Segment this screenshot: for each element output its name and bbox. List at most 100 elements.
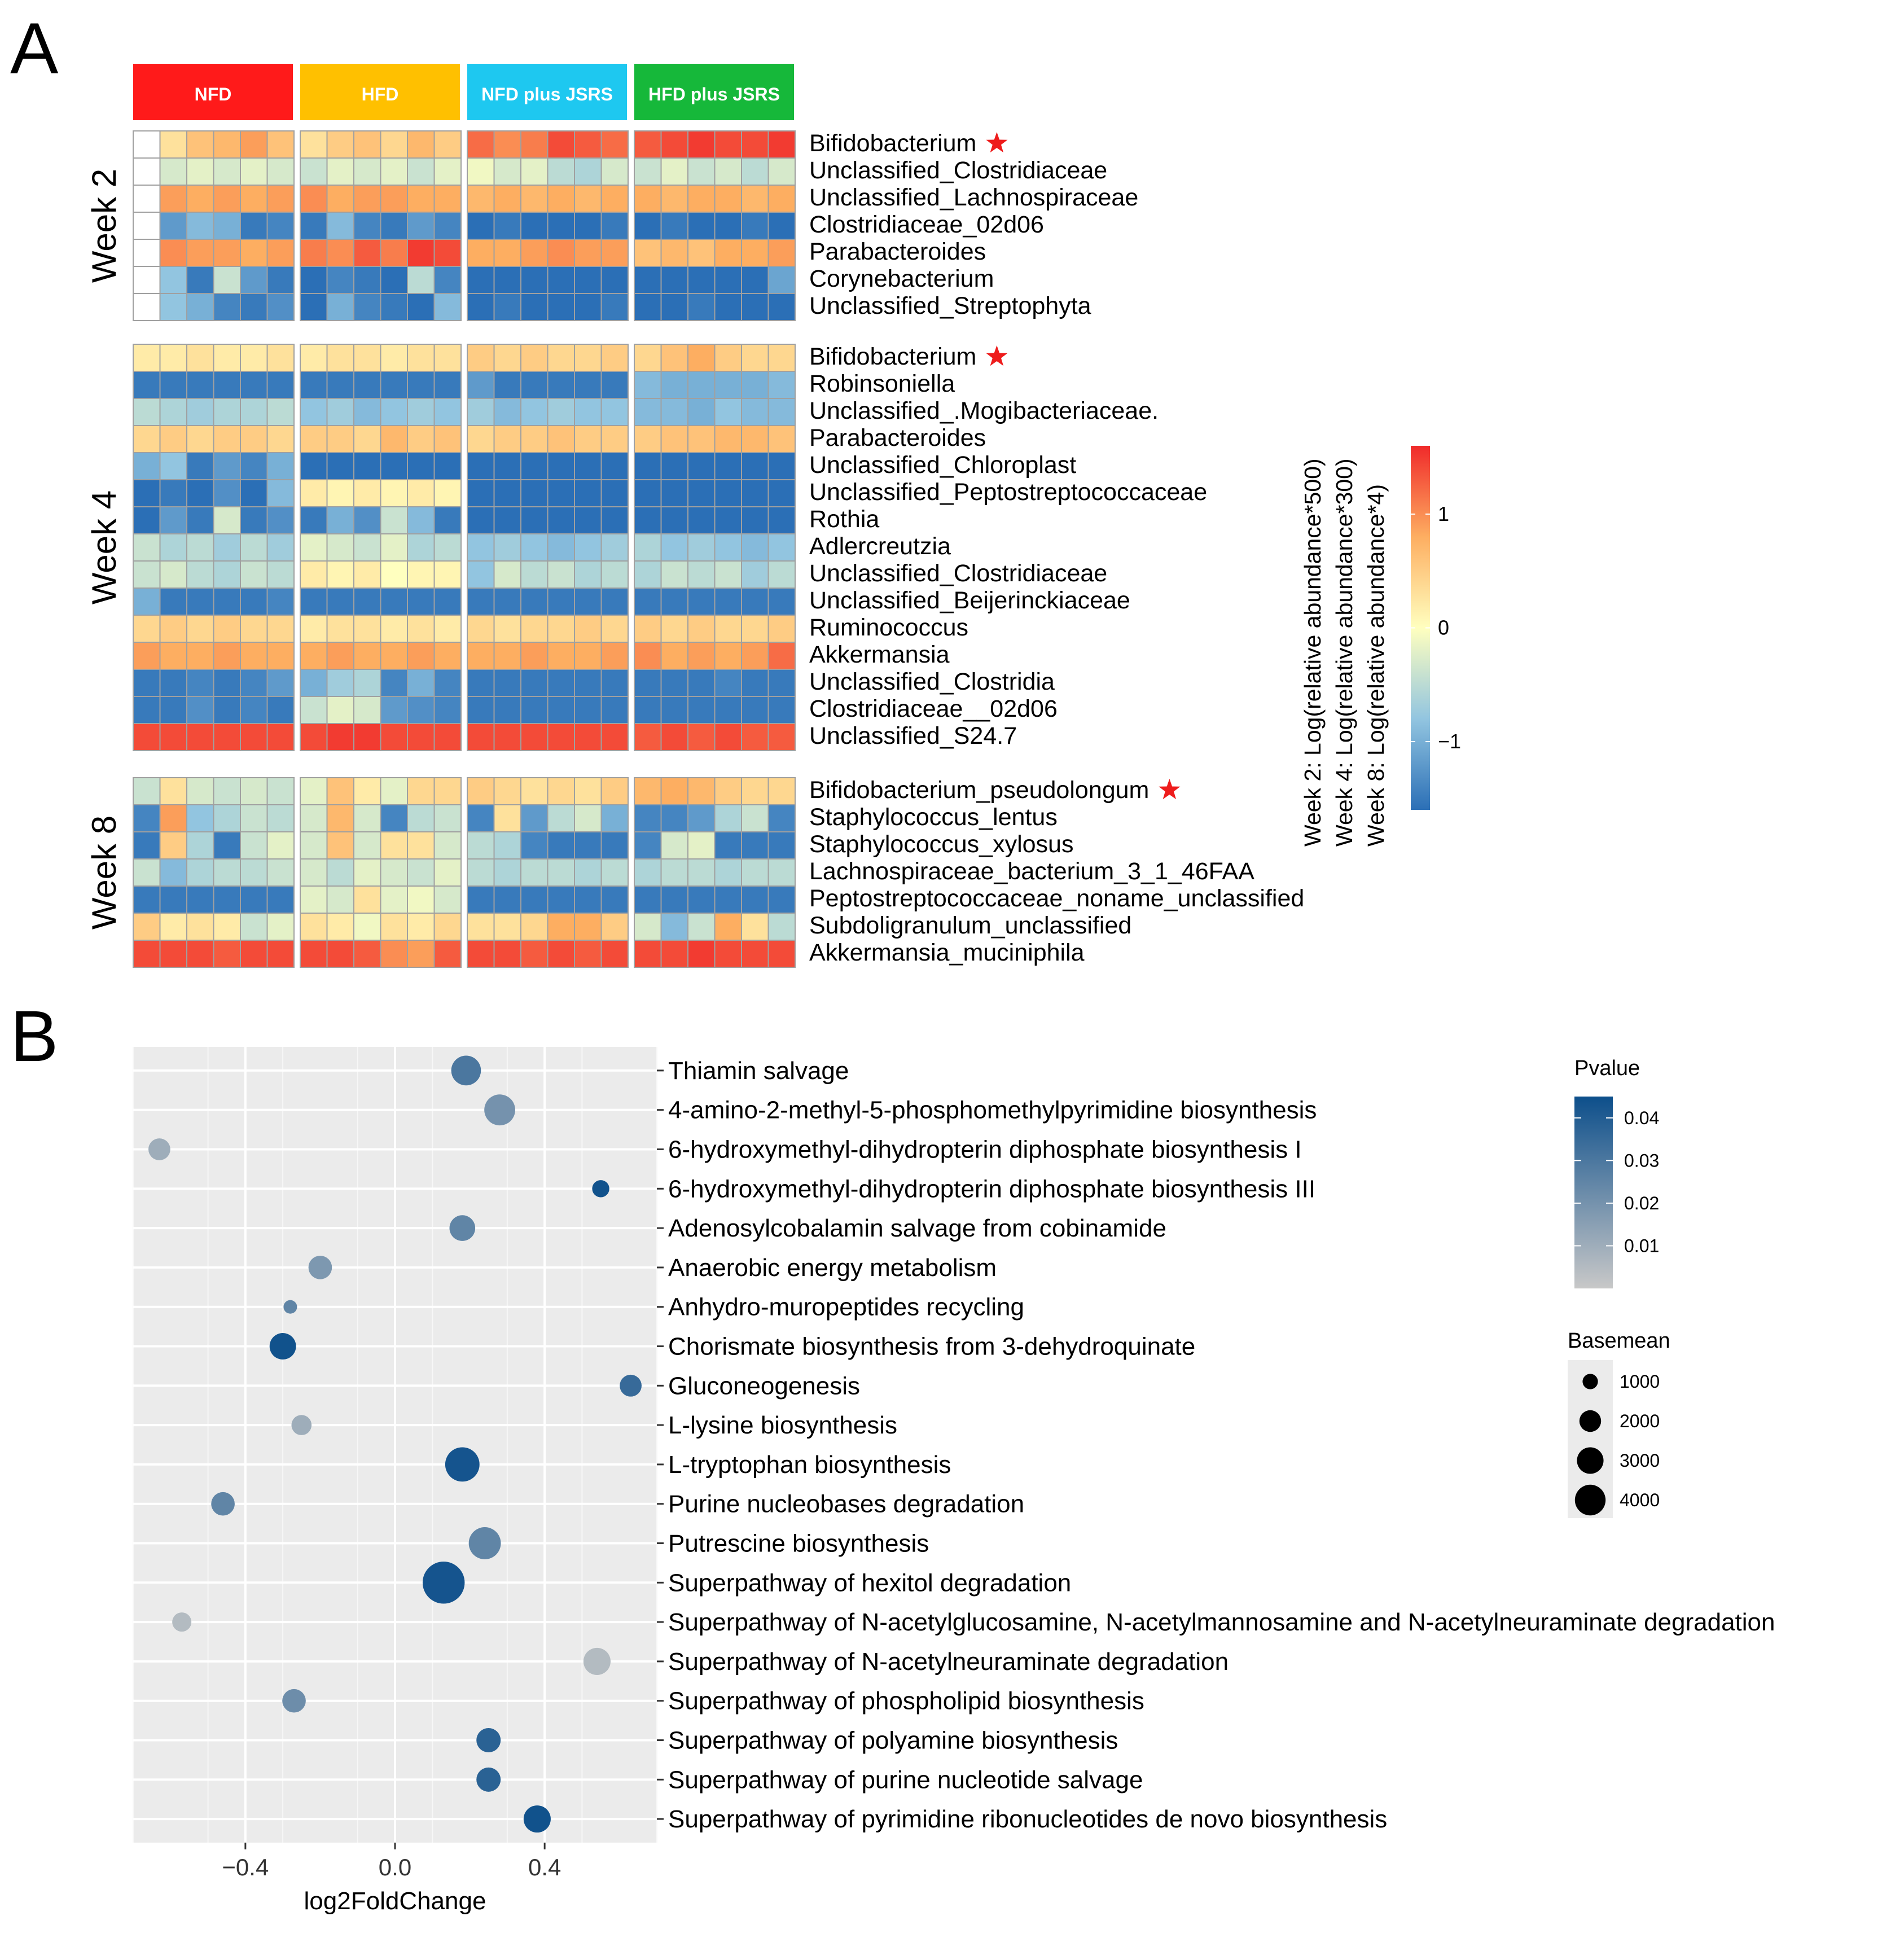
pvalue-tick-label: 0.04	[1624, 1108, 1659, 1128]
heatmap-cell	[159, 293, 187, 321]
heatmap-cell	[380, 885, 408, 914]
heatmap-cell	[133, 831, 161, 860]
heatmap-cell	[433, 723, 462, 751]
heatmap-cell	[213, 696, 241, 724]
heatmap-cell	[687, 669, 716, 697]
heatmap-cell	[660, 293, 688, 321]
heatmap-cell	[407, 479, 435, 507]
heatmap-cell	[353, 452, 381, 480]
pathway-point	[269, 1333, 296, 1360]
heatmap-cell	[433, 398, 462, 426]
heatmap-cell	[300, 913, 328, 941]
heatmap-cell	[380, 293, 408, 321]
heatmap-cell	[133, 533, 161, 562]
heatmap-cell	[520, 130, 549, 159]
heatmap-cell	[300, 858, 328, 887]
heatmap-cell	[634, 185, 662, 213]
heatmap-cell	[547, 425, 575, 453]
heatmap-cell	[547, 157, 575, 186]
heatmap-cell	[266, 804, 295, 832]
heatmap-cell	[266, 560, 295, 589]
heatmap-cell	[467, 239, 495, 267]
heatmap-cell	[660, 266, 688, 294]
heatmap-cell	[353, 804, 381, 832]
heatmap-cell	[186, 185, 214, 213]
heatmap-cell	[326, 185, 354, 213]
heatmap-cell	[353, 344, 381, 372]
heatmap-cell	[133, 212, 161, 240]
heatmap-cell	[213, 425, 241, 453]
heatmap-cell	[574, 185, 602, 213]
pathway-point	[449, 1215, 476, 1241]
heatmap-cell	[213, 266, 241, 294]
heatmap-cell	[353, 130, 381, 159]
pathway-point	[476, 1728, 501, 1753]
heatmap-cell	[600, 913, 629, 941]
heatmap-cell	[634, 669, 662, 697]
heatmap-cell	[520, 777, 549, 805]
heatmap-cell	[300, 587, 328, 616]
taxon-label: Unclassified_Beijerinckiaceae	[809, 587, 1130, 614]
heatmap-cell	[353, 777, 381, 805]
heatmap-cell	[240, 239, 268, 267]
heatmap-cell	[634, 452, 662, 480]
heatmap-cell	[767, 425, 796, 453]
heatmap-cell	[714, 506, 742, 534]
heatmap-cell	[380, 479, 408, 507]
heatmap-cell	[634, 479, 662, 507]
heatmap-cell	[353, 615, 381, 643]
heatmap-cell	[520, 804, 549, 832]
taxon-label: Akkermansia	[809, 641, 950, 668]
heatmap-cell	[407, 804, 435, 832]
heatmap-cell	[326, 452, 354, 480]
heatmap-cell	[767, 398, 796, 426]
heatmap-cell	[741, 669, 769, 697]
heatmap-cell	[407, 533, 435, 562]
heatmap-cell	[186, 885, 214, 914]
heatmap-cell	[380, 506, 408, 534]
heatmap-cell	[240, 858, 268, 887]
heatmap-cell	[687, 831, 716, 860]
heatmap-cell	[240, 425, 268, 453]
heatmap-cell	[660, 777, 688, 805]
heatmap-cell	[433, 425, 462, 453]
x-axis-title: log2FoldChange	[304, 1887, 486, 1915]
heatmap-cell	[326, 212, 354, 240]
heatmap-cell	[714, 212, 742, 240]
heatmap-cell	[467, 669, 495, 697]
heatmap-cell	[741, 266, 769, 294]
heatmap-cell	[159, 669, 187, 697]
heatmap-cell	[380, 696, 408, 724]
heatmap-cell	[433, 777, 462, 805]
heatmap-cell	[600, 723, 629, 751]
heatmap-cell	[266, 940, 295, 968]
pvalue-tick-label: 0.01	[1624, 1235, 1659, 1256]
heatmap-cell	[547, 913, 575, 941]
heatmap-cell	[133, 587, 161, 616]
heatmap-cell	[714, 940, 742, 968]
heatmap-cell	[520, 669, 549, 697]
heatmap-cell	[133, 398, 161, 426]
heatmap-cell	[547, 130, 575, 159]
heatmap-cell	[714, 425, 742, 453]
heatmap-cell	[433, 804, 462, 832]
taxon-label: Rothia	[809, 506, 879, 533]
pathway-dot-plot: Thiamin salvage 4-amino-2-methyl-5-phosph…	[133, 1047, 1775, 1915]
heatmap-cell	[660, 533, 688, 562]
heatmap-cell	[520, 696, 549, 724]
heatmap-cell	[353, 533, 381, 562]
heatmap-cell	[520, 560, 549, 589]
heatmap-cell	[741, 212, 769, 240]
heatmap-cell	[133, 669, 161, 697]
heatmap-cell	[433, 157, 462, 186]
heatmap-cell	[493, 185, 521, 213]
heatmap-blocks: BifidobacteriumUnclassified_Clostridiace…	[85, 130, 1304, 968]
heatmap-cell	[547, 293, 575, 321]
heatmap-cell	[186, 560, 214, 589]
heatmap-cell	[213, 723, 241, 751]
heatmap-cell	[634, 642, 662, 670]
heatmap-cell	[467, 696, 495, 724]
heatmap-colorbar-legend: Week 2: Log(relative abundance*500) Week …	[1300, 446, 1461, 847]
heatmap-cell	[574, 723, 602, 751]
heatmap-cell	[714, 831, 742, 860]
